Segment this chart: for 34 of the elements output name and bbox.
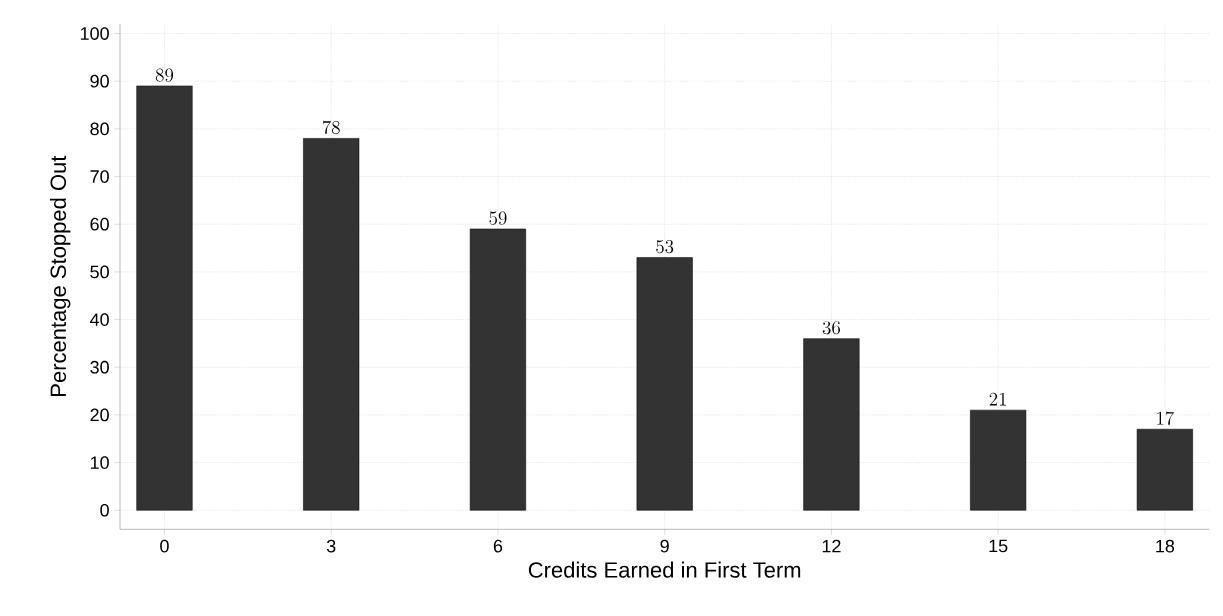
bar xyxy=(469,228,526,511)
y-tick-label: 30 xyxy=(90,360,109,374)
bar xyxy=(636,257,693,511)
bar xyxy=(1136,428,1193,511)
y-tick-label: 80 xyxy=(90,122,109,136)
x-axis-title: Credits Earned in First Term xyxy=(528,561,801,578)
x-tick-label: 6 xyxy=(493,539,503,553)
y-tick-label: 20 xyxy=(90,408,109,422)
bar xyxy=(136,85,193,511)
data-label: 59 xyxy=(489,211,507,225)
x-tick-label: 18 xyxy=(1156,539,1175,553)
data-label: 78 xyxy=(322,120,340,135)
data-label: 53 xyxy=(656,240,674,254)
x-tick-label: 9 xyxy=(660,539,669,553)
y-tick-label: 70 xyxy=(90,170,109,183)
x-tick-label: 15 xyxy=(989,539,1008,553)
y-tick-label: 100 xyxy=(80,27,109,40)
bar xyxy=(970,409,1027,511)
data-label: 21 xyxy=(989,392,1006,406)
y-tick-label: 10 xyxy=(90,456,109,469)
bar xyxy=(803,338,860,511)
x-tick-label: 3 xyxy=(326,539,336,553)
data-label: 89 xyxy=(155,68,174,82)
y-tick-label: 90 xyxy=(90,74,109,88)
y-tick-label: 50 xyxy=(90,265,109,279)
y-tick-label: 40 xyxy=(90,313,109,326)
y-tick-label: 60 xyxy=(90,217,109,231)
y-tick-label: 0 xyxy=(100,503,109,517)
x-tick-label: 0 xyxy=(160,539,169,553)
y-axis-title: Percentage Stopped Out xyxy=(49,155,71,396)
x-tick-label: 12 xyxy=(822,539,841,553)
bar xyxy=(303,138,360,511)
data-label: 17 xyxy=(1157,411,1174,425)
data-label: 36 xyxy=(822,321,840,335)
